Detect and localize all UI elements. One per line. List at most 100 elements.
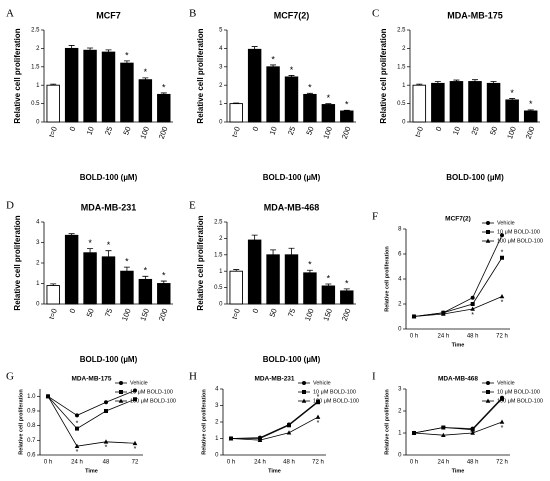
point <box>485 398 491 403</box>
error-bar <box>343 288 350 291</box>
x-tick-label: 50 <box>85 307 96 318</box>
y-tick-label: 1 <box>219 269 223 275</box>
point <box>411 314 417 319</box>
significance: * <box>501 425 504 432</box>
point <box>287 423 291 428</box>
bar <box>138 278 153 305</box>
y-tick-label: 0 <box>398 453 402 459</box>
chart-title: MCF7 <box>96 10 121 20</box>
point <box>486 221 490 225</box>
significance: * <box>529 99 533 109</box>
point <box>486 230 490 234</box>
point <box>315 414 321 419</box>
error-bar <box>50 283 57 286</box>
point <box>118 398 124 403</box>
error-bar <box>325 283 332 286</box>
x-tick-label: 0 <box>68 125 78 132</box>
x-tick-label: 0 h <box>227 460 235 466</box>
legend-label: 100 μM BOLD-100 <box>313 398 359 404</box>
significance: * <box>105 445 108 452</box>
x-axis-label: BOLD-100 (µM) <box>263 173 321 182</box>
y-tick-label: 0 <box>219 302 223 308</box>
significance: * <box>308 260 312 270</box>
y-tick-label: 1 <box>219 101 223 107</box>
legend-label: 100 μM BOLD-100 <box>497 398 543 404</box>
x-tick-label: 0 <box>434 125 444 132</box>
panel-letter: D <box>6 200 14 212</box>
x-tick-label: 50 <box>488 125 499 136</box>
y-tick-label: 4 <box>36 220 40 226</box>
x-axis-label: Time <box>452 342 465 348</box>
error-bar <box>472 79 478 82</box>
bar <box>340 110 354 123</box>
bar <box>468 81 482 123</box>
bar <box>247 48 262 123</box>
y-tick-label: 4 <box>398 277 402 283</box>
point <box>132 440 138 446</box>
significance: * <box>471 312 474 319</box>
error-bar <box>288 75 295 77</box>
panel-letter: C <box>372 8 379 20</box>
point <box>228 436 234 441</box>
chart-title: MDA-MB-175 <box>71 376 111 383</box>
error-bar <box>160 280 167 284</box>
error-bar <box>87 47 94 51</box>
x-tick-label: 48 <box>103 460 110 466</box>
error-bar <box>160 92 167 95</box>
panel-letter: E <box>189 200 196 212</box>
error-bar <box>527 109 534 111</box>
legend-label: Vehicle <box>497 380 515 386</box>
y-tick-label: 2 <box>36 46 40 52</box>
bar <box>505 99 519 123</box>
bar <box>120 62 134 123</box>
point <box>411 430 417 435</box>
significance: * <box>327 273 331 283</box>
chart-title: MDA-MB-231 <box>254 376 294 383</box>
bar <box>138 79 153 123</box>
y-axis-label: Relative cell proliferation <box>13 28 22 123</box>
significance: * <box>317 420 320 427</box>
y-axis-label: Relative cell proliferation <box>18 389 24 455</box>
y-tick-label: 8 <box>398 227 402 233</box>
legend-label: 100 μM BOLD-100 <box>130 398 176 404</box>
error-bar <box>68 45 75 49</box>
series-line <box>47 396 136 430</box>
chart-title: MDA-MB-231 <box>81 202 137 212</box>
x-tick-label: 100 <box>303 307 316 322</box>
y-tick-label: 0 <box>215 453 219 459</box>
significance: * <box>327 93 331 103</box>
series-line <box>413 235 503 317</box>
x-tick-label: 72 <box>132 460 139 466</box>
point <box>257 437 263 442</box>
significance: * <box>76 449 79 456</box>
x-tick-label: 150 <box>138 307 151 322</box>
bar <box>266 66 280 123</box>
x-tick-label: 10 <box>268 125 279 136</box>
y-tick-label: 1 <box>402 83 406 89</box>
y-tick-label: 0 <box>402 120 406 126</box>
x-tick-label: 24 h <box>437 334 449 340</box>
series-line <box>47 396 136 447</box>
chart-title: MDA-MB-175 <box>447 10 503 20</box>
x-axis-label: BOLD-100 (µM) <box>80 173 138 182</box>
legend-label: 10 μM BOLD-100 <box>130 389 173 395</box>
point <box>470 302 475 306</box>
series-line <box>413 296 503 317</box>
x-tick-label: t=0 <box>47 125 59 138</box>
point <box>75 413 79 418</box>
point <box>470 306 475 311</box>
x-tick-label: 50 <box>304 125 315 136</box>
x-tick-label: t=0 <box>230 125 242 138</box>
x-tick-label: 100 <box>321 125 334 140</box>
x-tick-label: 100 <box>138 125 151 140</box>
y-tick-label: 2 <box>398 302 402 308</box>
x-tick-label: 24 h <box>254 460 266 466</box>
x-tick-label: 0 h <box>44 460 52 466</box>
y-axis-label: Relative cell proliferation <box>384 389 390 455</box>
x-tick-label: 48 h <box>283 460 295 466</box>
legend-label: 10 μM BOLD-100 <box>497 389 540 395</box>
series-line <box>413 257 503 317</box>
series-line <box>413 397 503 434</box>
error-bar <box>288 247 295 255</box>
